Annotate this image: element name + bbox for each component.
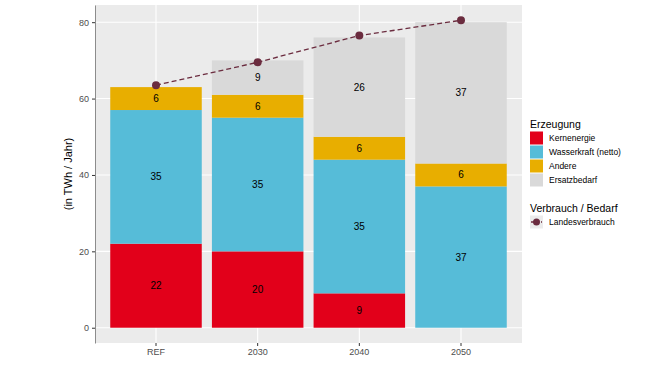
x-tick-mark [257, 343, 258, 346]
bar [110, 244, 202, 328]
point [457, 16, 465, 24]
bar [212, 118, 304, 252]
y-tick: 60 [79, 94, 95, 104]
bar [314, 37, 406, 136]
legend-item: Kernenergie [530, 132, 596, 145]
data-label: 6 [458, 169, 464, 180]
legend-item: Landesverbrauch [530, 216, 615, 229]
grid [95, 5, 522, 343]
x-tick: 2030 [248, 343, 268, 357]
y-tick-mark [92, 22, 95, 23]
y-tick-mark [92, 175, 95, 176]
bar [212, 251, 304, 327]
data-label: 6 [357, 143, 363, 154]
x-tick: 2050 [451, 343, 471, 357]
bar [212, 95, 304, 118]
data-label: 26 [354, 82, 366, 93]
x-tick-label: 2050 [451, 347, 471, 357]
x-tick-mark [359, 343, 360, 346]
data-label: 35 [252, 179, 264, 190]
legend-key [530, 132, 543, 145]
data-label: 37 [455, 87, 467, 98]
legend-key [530, 146, 543, 159]
data-label: 35 [354, 221, 366, 232]
x-tick: 2040 [349, 343, 369, 357]
x-tick: REF [147, 343, 166, 357]
bar [415, 163, 507, 186]
data-label: 20 [252, 284, 264, 295]
y-tick-label: 0 [84, 323, 89, 333]
y-axis: 0 20 40 60 80 [79, 6, 96, 344]
point [355, 32, 363, 40]
y-axis-line [95, 6, 96, 344]
legend-label: Andere [549, 161, 577, 171]
y-tick: 0 [84, 323, 95, 333]
y-tick: 40 [79, 170, 95, 180]
y-tick: 80 [79, 18, 95, 28]
legend-label: Kernenergie [549, 133, 596, 143]
y-tick-mark [92, 251, 95, 252]
legend-label: Wasserkraft (netto) [549, 147, 621, 157]
chart: 2220935353537666692637020406080REF203020… [0, 0, 660, 371]
legend-title: Erzeugung [530, 118, 581, 130]
legend: Erzeugung Kernenergie Wasserkraft (netto) A… [530, 118, 621, 229]
bar [415, 22, 507, 163]
y-tick-mark [92, 99, 95, 100]
legend-key [530, 174, 543, 187]
y-tick-label: 40 [79, 170, 89, 180]
legend-label: Ersatzbedarf [549, 175, 598, 185]
legend-title: Verbrauch / Bedarf [530, 202, 618, 214]
bar [314, 293, 406, 327]
point [152, 81, 160, 89]
bar [314, 160, 406, 294]
bar [110, 87, 202, 110]
point [254, 58, 262, 66]
y-tick-label: 20 [79, 247, 89, 257]
data-label: 37 [455, 252, 467, 263]
bar [314, 137, 406, 160]
x-tick-label: 2040 [349, 347, 369, 357]
x-tick-mark [461, 343, 462, 346]
x-tick-label: 2030 [248, 347, 268, 357]
data-label: 22 [150, 280, 162, 291]
x-axis-line [96, 343, 523, 344]
marks [110, 16, 507, 327]
y-tick-label: 60 [79, 94, 89, 104]
y-axis-title: (in TWh / Jahr) [62, 138, 74, 211]
data-labels: 22 20 9 35 35 35 37 6 6 6 6 9 26 37 [150, 72, 467, 316]
data-label: 6 [153, 93, 159, 104]
legend-label: Landesverbrauch [549, 217, 615, 227]
x-axis: REF 2030 2040 2050 [96, 343, 523, 357]
data-label: 6 [255, 101, 261, 112]
legend-key [530, 160, 543, 173]
bar [110, 110, 202, 244]
legend-key-bg [530, 216, 543, 229]
data-label: 9 [357, 305, 363, 316]
plot-background [95, 5, 522, 343]
data-label: 9 [255, 72, 261, 83]
x-tick-label: REF [147, 347, 166, 357]
y-tick-label: 80 [79, 18, 89, 28]
legend-marker [533, 219, 540, 226]
line [156, 20, 461, 85]
legend-item: Andere [530, 160, 577, 173]
data-label: 35 [150, 171, 162, 182]
legend-item: Ersatzbedarf [530, 174, 598, 187]
y-tick-mark [92, 328, 95, 329]
x-tick-mark [156, 343, 157, 346]
bar [415, 186, 507, 327]
y-tick: 20 [79, 247, 95, 257]
legend-item: Wasserkraft (netto) [530, 146, 621, 159]
